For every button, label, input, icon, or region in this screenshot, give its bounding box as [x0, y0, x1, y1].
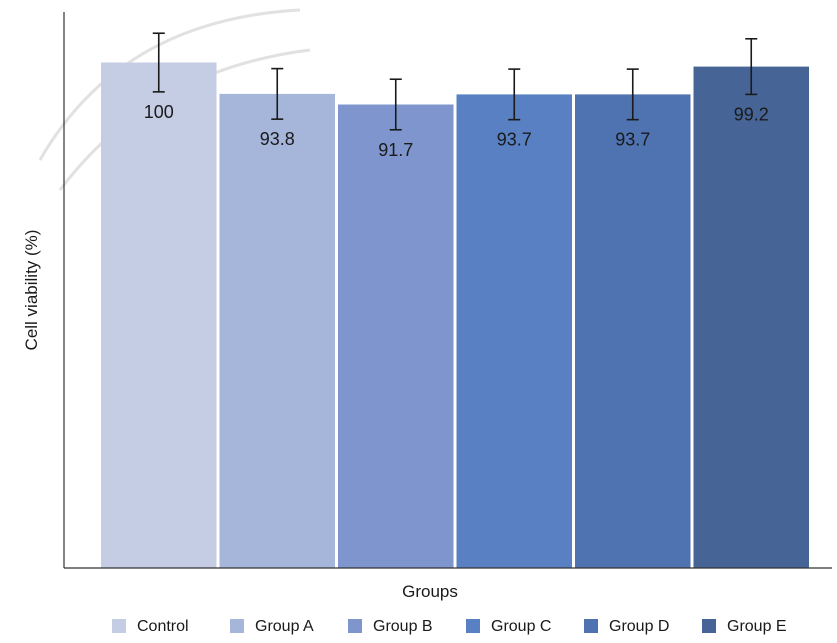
bar-group-d [575, 94, 691, 569]
legend-label-group-d: Group D [609, 618, 669, 635]
data-label-group-d: 93.7 [615, 130, 650, 150]
error-bar-group-e [745, 37, 758, 96]
y-axis-title: Cell viability (%) [22, 230, 41, 351]
legend-swatch-control [112, 619, 126, 633]
legend-label-group-e: Group E [727, 618, 787, 635]
x-axis-title: Groups [402, 582, 458, 601]
error-bar-group-a [271, 67, 284, 120]
data-label-group-b: 91.7 [378, 140, 413, 160]
legend-swatch-group-e [702, 619, 716, 633]
legend-swatch-group-a [230, 619, 244, 633]
data-labels-group: 100 93.8 91.7 93.7 93.7 99.2 [144, 102, 769, 160]
data-label-control: 100 [144, 102, 174, 122]
error-bar-group-d [626, 68, 639, 121]
data-label-group-c: 93.7 [497, 130, 532, 150]
bar-group-b [338, 104, 454, 568]
legend-swatch-group-d [584, 619, 598, 633]
bar-group-c [456, 94, 572, 569]
legend: Control Group A Group B Group C Group D Group… [112, 618, 787, 635]
bars-group [101, 62, 809, 569]
legend-swatch-group-b [348, 619, 362, 633]
bar-control [101, 62, 217, 568]
legend-label-control: Control [137, 618, 189, 635]
legend-label-group-c: Group C [491, 618, 551, 635]
legend-swatch-group-c [466, 619, 480, 633]
data-label-group-e: 99.2 [734, 104, 769, 124]
data-label-group-a: 93.8 [260, 129, 295, 149]
bar-group-e [693, 66, 809, 568]
bar-group-a [219, 93, 335, 569]
legend-label-group-a: Group A [255, 618, 314, 635]
legend-label-group-b: Group B [373, 618, 433, 635]
error-bar-control [152, 32, 165, 93]
error-bar-group-b [389, 78, 402, 131]
error-bar-group-c [508, 68, 521, 121]
error-bars-group [152, 32, 758, 131]
